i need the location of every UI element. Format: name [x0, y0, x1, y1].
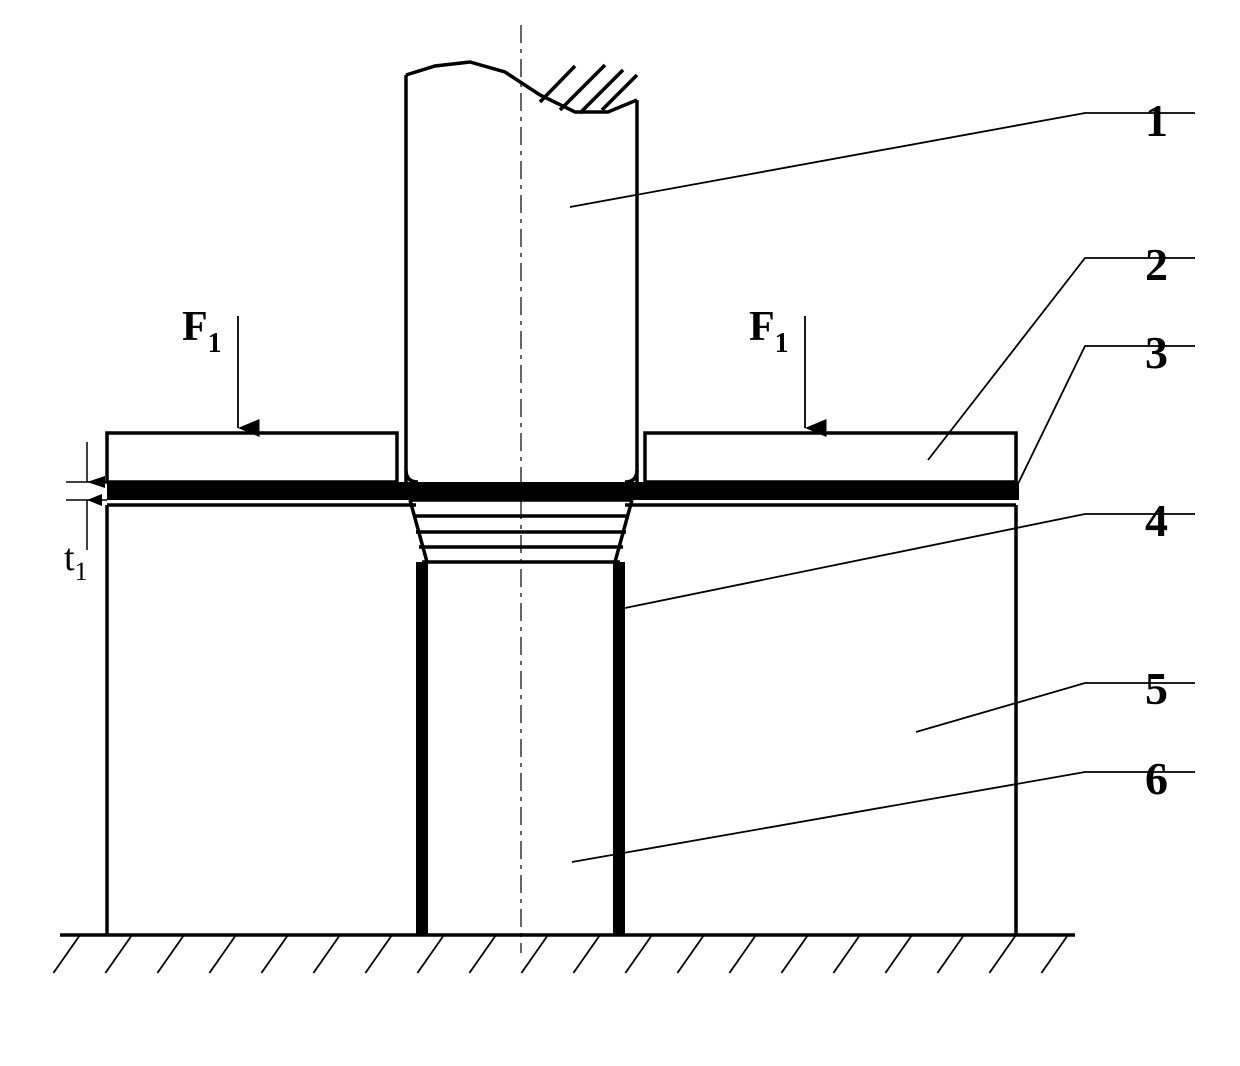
svg-text:F1: F1	[182, 304, 222, 359]
svg-text:3: 3	[1145, 327, 1168, 378]
svg-text:1: 1	[1145, 95, 1168, 146]
svg-text:t1: t1	[64, 537, 88, 586]
svg-text:4: 4	[1145, 495, 1168, 546]
svg-text:2: 2	[1145, 239, 1168, 290]
svg-text:6: 6	[1145, 753, 1168, 804]
svg-text:F1: F1	[749, 304, 789, 359]
svg-text:5: 5	[1145, 663, 1168, 714]
